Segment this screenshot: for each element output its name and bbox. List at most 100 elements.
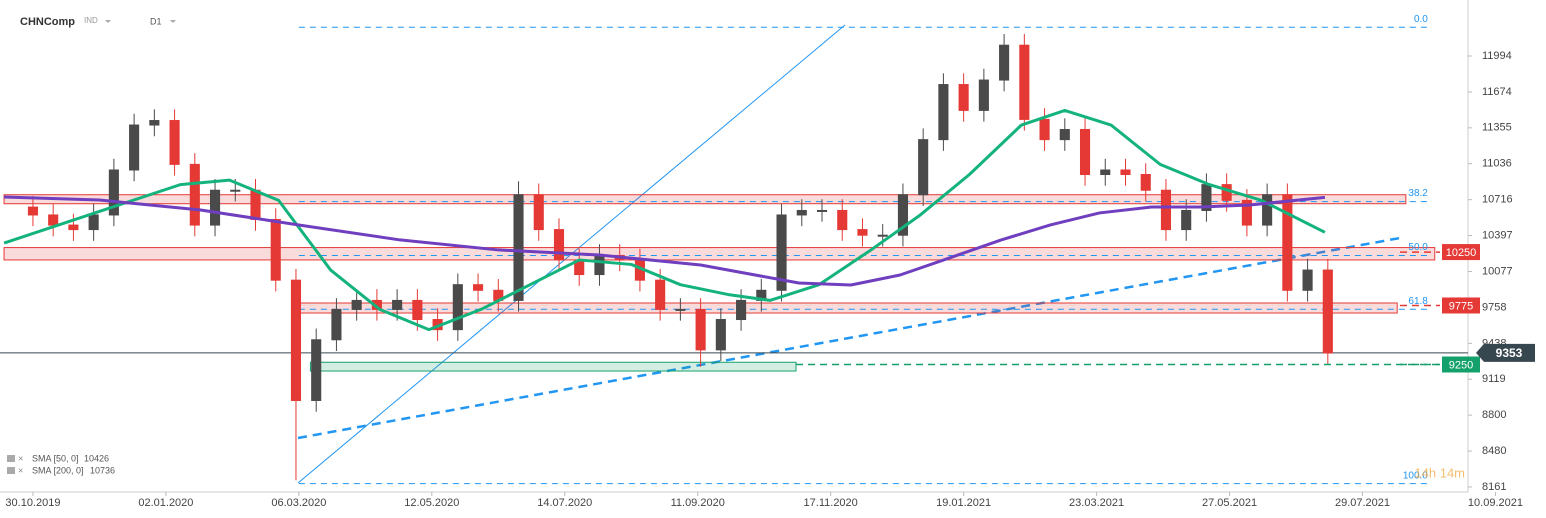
last-price-label: 9353 — [1496, 346, 1523, 360]
y-tick-label: 8161 — [1482, 481, 1506, 493]
legend-name: SMA [50, 0] — [32, 453, 79, 463]
market: IND — [84, 16, 98, 25]
y-tick-label: 11994 — [1482, 50, 1512, 62]
candle-body — [1221, 184, 1232, 201]
level-badge — [1442, 297, 1480, 314]
candle-body — [1079, 129, 1091, 175]
candle-body — [351, 299, 362, 310]
x-tick-label: 23.03.2021 — [1069, 497, 1124, 509]
candle-body — [857, 229, 868, 236]
candle-body — [816, 209, 828, 212]
candle-body — [1282, 194, 1293, 291]
candle-body — [877, 234, 888, 237]
candle-body — [695, 308, 706, 351]
zone — [309, 361, 797, 372]
legend-close: × — [18, 465, 23, 475]
candle-body — [1019, 44, 1030, 120]
candle-body — [796, 209, 807, 216]
candle-body — [1160, 189, 1172, 231]
x-tick-label: 19.01.2021 — [936, 497, 991, 509]
legend-value: 10736 — [90, 465, 115, 475]
x-tick-label: 14.07.2020 — [537, 497, 592, 509]
y-tick-label: 9119 — [1482, 373, 1506, 385]
x-tick-label: 12.05.2020 — [404, 497, 459, 509]
trend-line — [297, 236, 1401, 440]
zone — [3, 194, 1407, 205]
fib-label: 50.0 — [1408, 242, 1428, 253]
candle-body — [918, 139, 929, 196]
candle-body — [776, 214, 787, 291]
sma-line — [3, 195, 1326, 287]
y-tick-label: 8480 — [1482, 445, 1506, 457]
x-tick-label: 29.07.2021 — [1335, 497, 1390, 509]
candle-body — [412, 299, 423, 321]
y-tick-label: 10716 — [1482, 194, 1513, 206]
level-badge — [1442, 356, 1480, 373]
candle-body — [715, 319, 726, 351]
candle-body — [1140, 173, 1151, 191]
x-tick-label: 02.01.2020 — [138, 497, 193, 509]
candle-body — [129, 124, 140, 171]
candle-body — [209, 189, 221, 226]
candle-body — [938, 84, 949, 141]
candle-body — [331, 308, 342, 341]
candle-body — [27, 206, 39, 216]
y-tick-label: 11036 — [1482, 158, 1512, 170]
x-tick-label: 30.10.2019 — [5, 497, 60, 509]
y-tick-label: 11674 — [1482, 86, 1512, 98]
candle-body — [189, 163, 200, 226]
sma-line — [3, 108, 1326, 332]
candle-body — [452, 284, 463, 331]
last-price-badge — [1476, 343, 1535, 362]
x-tick-label: 06.03.2020 — [271, 497, 326, 509]
legend-close: × — [18, 453, 23, 463]
candle-body — [392, 299, 403, 310]
candle-body — [88, 214, 99, 231]
candle-body — [1262, 194, 1273, 226]
candle-body — [1100, 169, 1111, 175]
level-label: 10250 — [1446, 247, 1477, 259]
x-tick-label: 27.05.2021 — [1202, 497, 1257, 509]
candle-body — [48, 214, 59, 226]
legend-icon — [7, 455, 15, 462]
zone — [3, 247, 1436, 261]
candle-body — [655, 279, 666, 310]
y-tick-label: 11355 — [1482, 122, 1512, 134]
level-badge — [1442, 244, 1480, 261]
candle-body — [149, 120, 160, 126]
candle-body — [270, 218, 281, 281]
candle-body — [533, 194, 544, 231]
legend-value: 10426 — [84, 453, 109, 463]
candle-body — [1241, 199, 1252, 226]
interval[interactable]: D1 — [150, 16, 162, 26]
x-tick-label: 11.09.2020 — [671, 497, 725, 509]
candle-body — [68, 224, 79, 231]
candle-body — [513, 194, 524, 301]
candle-body — [1181, 209, 1192, 231]
level-label: 9250 — [1449, 359, 1473, 371]
candle-body — [1120, 169, 1131, 175]
level-label: 9775 — [1449, 300, 1473, 312]
dropdown-icon[interactable] — [105, 20, 111, 23]
candle-body — [999, 44, 1010, 81]
countdown: 14h 14m — [1414, 465, 1465, 480]
fib-label: 100.0 — [1403, 470, 1428, 481]
candle-body — [736, 299, 747, 321]
legend-icon — [7, 467, 15, 474]
candle-body — [250, 189, 261, 220]
candle-body — [169, 120, 180, 165]
y-tick-label: 10397 — [1482, 229, 1513, 241]
candle-body — [1039, 118, 1050, 141]
candle-body — [958, 84, 969, 111]
candle-body — [675, 308, 686, 311]
fib-label: 61.8 — [1408, 296, 1428, 307]
dropdown-icon[interactable] — [170, 20, 176, 23]
symbol: CHNComp — [20, 16, 75, 28]
candle-body — [837, 209, 848, 231]
candle-body — [1322, 269, 1333, 354]
fib-label: 0.0 — [1414, 14, 1428, 25]
x-tick-label: 10.09.2021 — [1468, 497, 1523, 509]
candle-body — [290, 279, 302, 401]
candle-body — [108, 169, 119, 216]
